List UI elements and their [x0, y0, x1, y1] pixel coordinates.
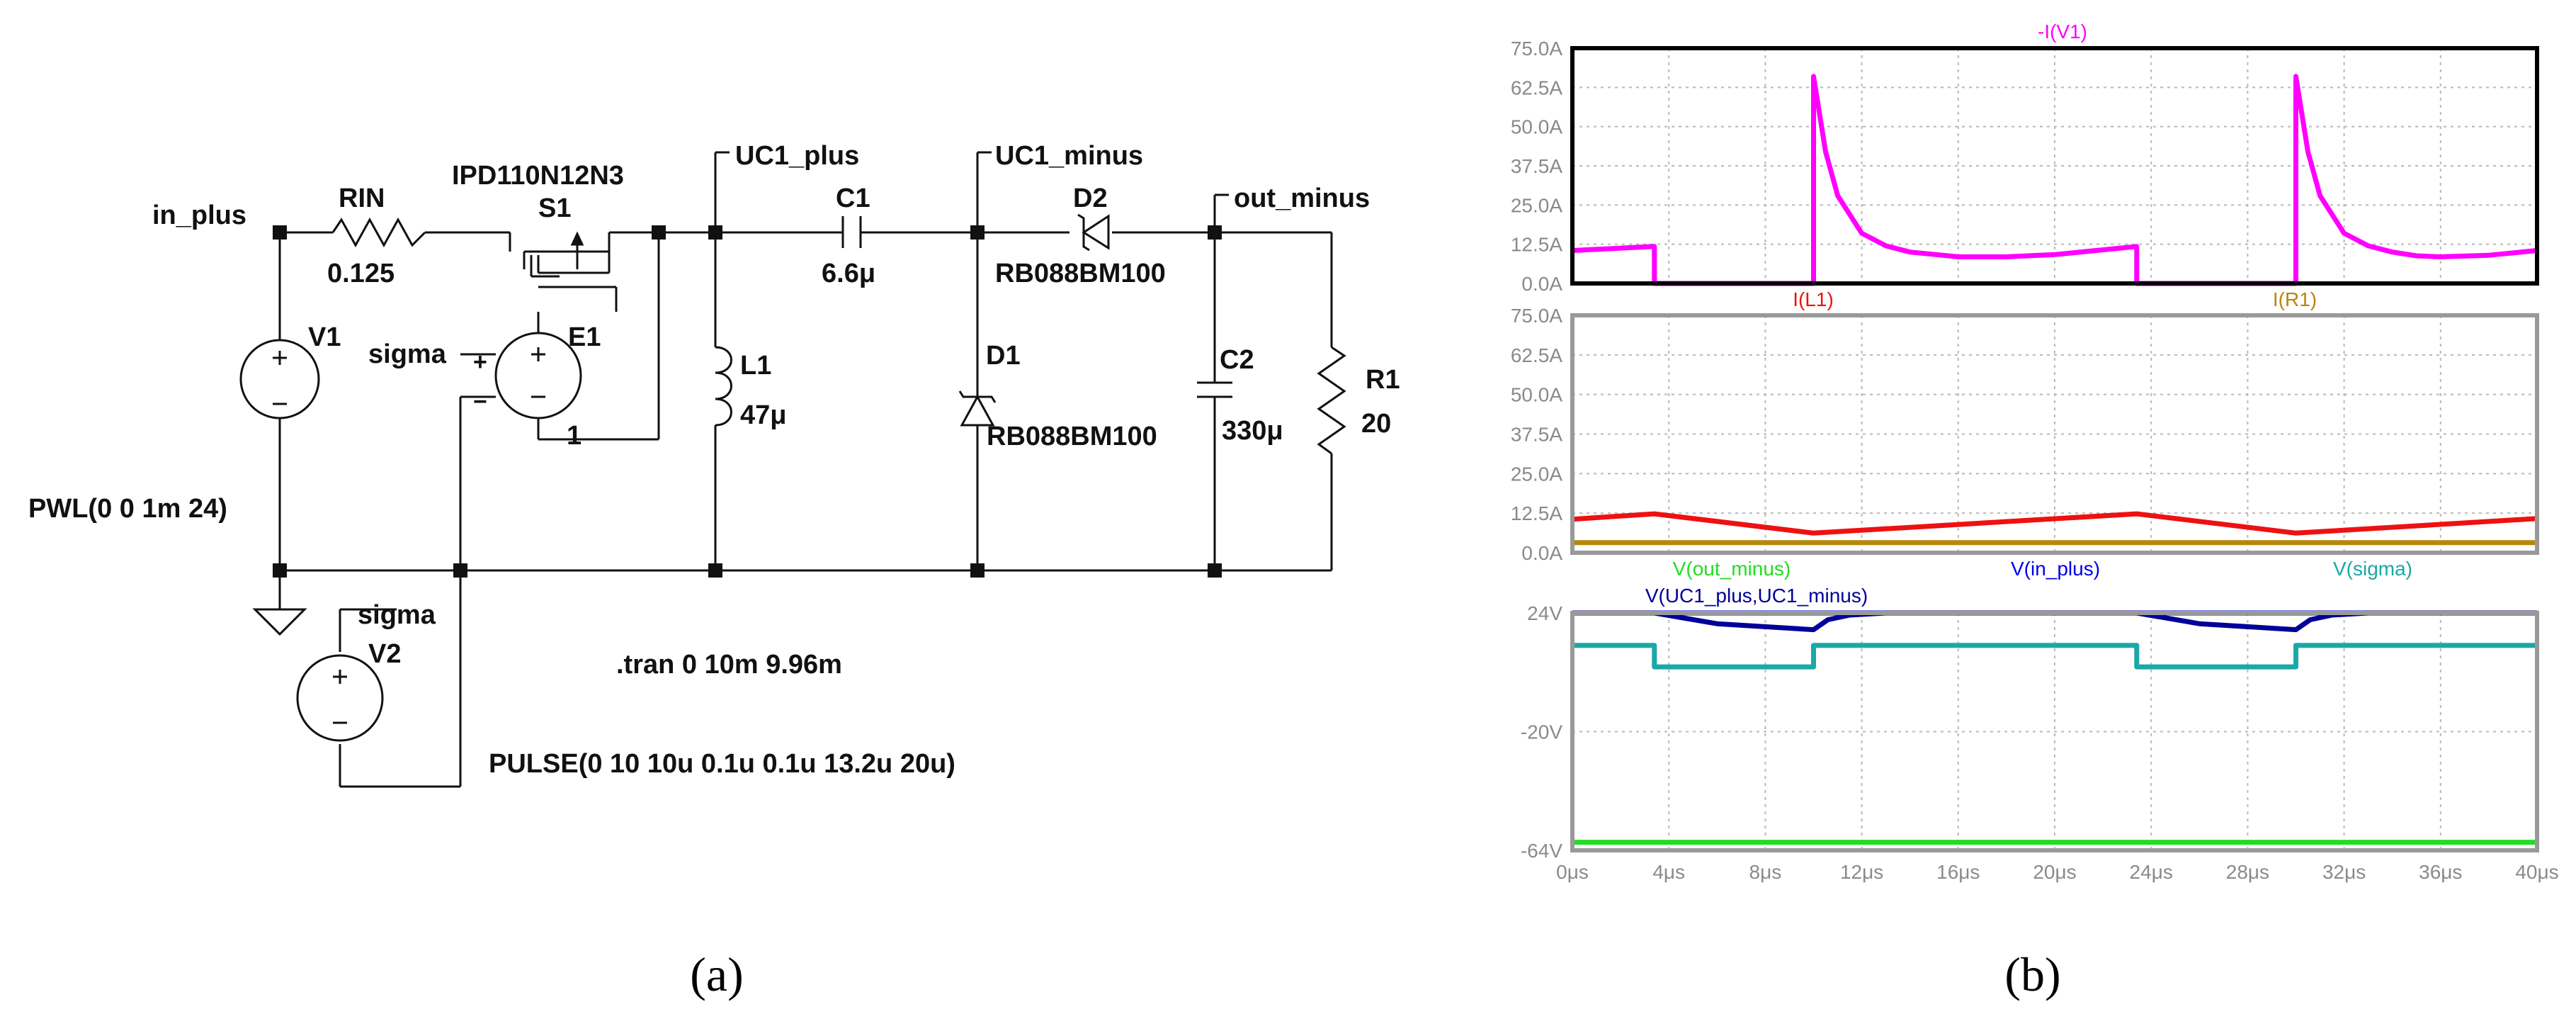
capacitor-c1-symbol	[841, 216, 862, 248]
net-label-uc1-minus: UC1_minus	[995, 141, 1143, 171]
net-label-uc1-plus: UC1_plus	[735, 141, 859, 171]
bottom-ytick-label: -64V	[1521, 840, 1562, 862]
caption-b: (b)	[2004, 947, 2060, 1001]
tran-directive: .tran 0 10m 9.96m	[616, 650, 842, 680]
c2-name: C2	[1220, 345, 1254, 375]
top-plot-frame	[1570, 46, 2539, 286]
source-v2-symbol	[296, 654, 384, 742]
legend-v-uc1-plus-uc1-minus-: V(UC1_plus,UC1_minus)	[1645, 585, 1868, 607]
legend-v-in-plus-: V(in_plus)	[2011, 558, 2100, 580]
series-line-v-sigma-	[1572, 643, 2537, 670]
bottom-ytick-label: 24V	[1527, 602, 1562, 624]
inductor-l1-symbol	[715, 346, 732, 427]
xtick-label: 24μs	[2130, 861, 2173, 883]
xtick-label: 4μs	[1652, 861, 1685, 883]
xtick-label: 8μs	[1749, 861, 1782, 883]
diode-d2-symbol	[1077, 213, 1110, 252]
net-label-sigma-e1: sigma	[368, 339, 447, 369]
xtick-label: 40μs	[2515, 861, 2558, 883]
e1-pin-minus: −	[473, 388, 487, 415]
xtick-label: 12μs	[1840, 861, 1883, 883]
series-line-i-l1-	[1572, 511, 2538, 536]
xtick-label: 28μs	[2226, 861, 2269, 883]
wires	[278, 151, 1333, 788]
d2-model: RB088BM100	[995, 259, 1166, 288]
net-label-out-minus: out_minus	[1234, 184, 1370, 213]
capacitor-c2-symbol	[1197, 381, 1232, 398]
net-label-sigma-v2: sigma	[358, 600, 436, 630]
bottom-ytick-label: -20V	[1521, 721, 1562, 743]
top-ytick-label: 50.0A	[1511, 116, 1562, 138]
middle-ytick-label: 0.0A	[1521, 542, 1562, 564]
diode-d1-symbol	[958, 368, 997, 427]
top-ytick-label: 62.5A	[1511, 77, 1562, 98]
xtick-label: 0μs	[1556, 861, 1589, 883]
l1-value: 47μ	[740, 400, 787, 430]
series-line--i-v1-	[1572, 74, 2538, 286]
c1-value: 6.6μ	[822, 259, 875, 288]
r1-value: 20	[1361, 409, 1391, 439]
legend-i-l1-: I(L1)	[1793, 288, 1834, 310]
top-ytick-label: 0.0A	[1521, 273, 1562, 295]
middle-ytick-label: 62.5A	[1511, 344, 1562, 366]
legend-i-r1-: I(R1)	[2273, 288, 2317, 310]
schematic	[239, 151, 1346, 788]
v2-value: PULSE(0 10 10u 0.1u 0.1u 13.2u 20u)	[489, 749, 955, 779]
nodes	[273, 225, 1222, 578]
v2-name: V2	[368, 639, 401, 669]
middle-ytick-label: 12.5A	[1511, 502, 1562, 524]
mosfet-s1-symbol	[523, 231, 609, 278]
legend-v-out-minus-: V(out_minus)	[1673, 558, 1791, 580]
xtick-label: 20μs	[2033, 861, 2076, 883]
r1-name: R1	[1366, 365, 1400, 395]
caption-a: (a)	[690, 947, 743, 1001]
middle-ytick-label: 75.0A	[1511, 305, 1562, 327]
bottom-plot-frame	[1570, 611, 2539, 852]
top-ytick-label: 25.0A	[1511, 194, 1562, 216]
legend-v-sigma-: V(sigma)	[2333, 558, 2412, 580]
v1-value: PWL(0 0 1m 24)	[28, 494, 227, 524]
d1-name: D1	[986, 341, 1021, 371]
schematic-labels: in_plus RIN 0.125 IPD110N12N3 S1 V1 PWL(…	[28, 141, 1400, 779]
source-v1-symbol	[239, 339, 320, 420]
rin-name: RIN	[339, 184, 385, 213]
xtick-label: 36μs	[2419, 861, 2462, 883]
top-ytick-label: 37.5A	[1511, 155, 1562, 177]
c1-name: C1	[836, 184, 870, 213]
middle-ytick-label: 37.5A	[1511, 424, 1562, 446]
xtick-label: 32μs	[2322, 861, 2366, 883]
xtick-label: 16μs	[1936, 861, 1980, 883]
source-e1-symbol	[494, 332, 582, 420]
middle-plot-frame	[1570, 313, 2539, 555]
resistor-r1-symbol	[1317, 346, 1346, 455]
net-label-in-plus: in_plus	[152, 201, 246, 230]
middle-ytick-label: 25.0A	[1511, 463, 1562, 485]
top-ytick-label: 12.5A	[1511, 234, 1562, 256]
c2-value: 330μ	[1222, 416, 1283, 446]
e1-value: 1	[567, 421, 581, 451]
ground-symbol	[252, 608, 307, 636]
waveform-plots: 75.0A 62.5A 50.0A 37.5A 25.0A 12.5A 0.0A -I(V1)…	[1511, 21, 2559, 883]
rin-value: 0.125	[327, 259, 395, 288]
s1-name: S1	[538, 193, 571, 223]
middle-ytick-label: 50.0A	[1511, 384, 1562, 406]
top-ytick-label: 75.0A	[1511, 38, 1562, 60]
d2-name: D2	[1073, 184, 1108, 213]
d1-model: RB088BM100	[987, 422, 1157, 451]
l1-name: L1	[740, 351, 771, 381]
legend--i-v1-: -I(V1)	[2038, 21, 2087, 43]
s1-model: IPD110N12N3	[452, 161, 624, 191]
e1-name: E1	[568, 322, 601, 352]
e1-pin-plus: +	[473, 349, 487, 376]
v1-name: V1	[308, 322, 341, 352]
resistor-rin-symbol	[331, 217, 426, 248]
